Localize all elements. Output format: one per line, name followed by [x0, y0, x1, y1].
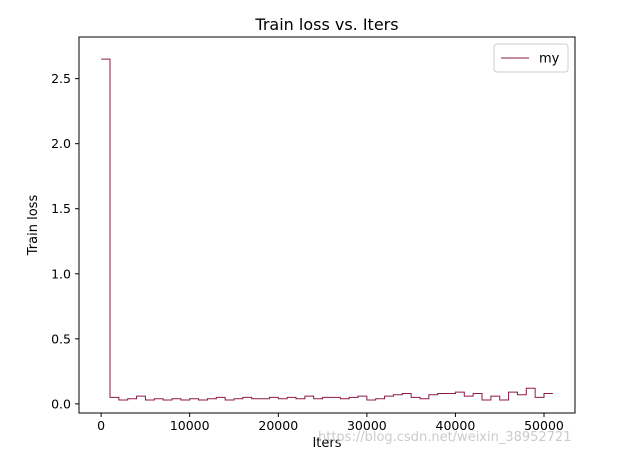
- plot-area: 0 10000 20000 30000 40000 50000 0.0 0.5 1.0 1.5 2…: [51, 36, 576, 433]
- y-tick-label: 0.5: [51, 331, 71, 346]
- x-tick-label: 50000: [524, 418, 564, 433]
- y-tick-label: 2.5: [51, 71, 71, 86]
- x-tick-label: 30000: [347, 418, 387, 433]
- x-tick-label: 40000: [436, 418, 476, 433]
- series-layer: [101, 58, 553, 401]
- watermark: https://blog.csdn.net/weixin_38952721: [318, 430, 572, 445]
- x-tick-label: 0: [97, 418, 105, 433]
- y-tick-label: 1.5: [51, 201, 71, 216]
- x-axis-ticks: 0 10000 20000 30000 40000 50000: [97, 413, 564, 433]
- series-line-my: [101, 58, 553, 401]
- legend-box: [493, 43, 569, 73]
- legend: my: [493, 43, 569, 73]
- x-tick-label: 10000: [170, 418, 210, 433]
- y-axis-label: Train loss: [26, 195, 41, 257]
- x-tick-label: 20000: [258, 418, 298, 433]
- legend-label: my: [539, 52, 560, 67]
- y-tick-label: 2.0: [51, 136, 71, 151]
- y-tick-label: 0.0: [51, 396, 71, 411]
- y-tick-label: 1.0: [51, 266, 71, 281]
- chart-title: Train loss vs. Iters: [254, 15, 398, 34]
- x-axis-label: Iters: [312, 436, 341, 451]
- y-axis-ticks: 0.0 0.5 1.0 1.5 2.0 2.5: [51, 71, 79, 411]
- axes-frame: [78, 36, 576, 414]
